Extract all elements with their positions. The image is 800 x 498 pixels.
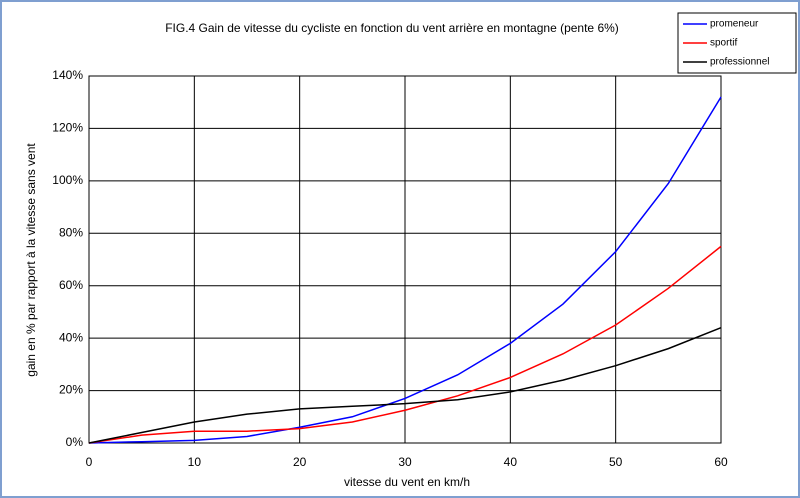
y-tick-label: 60% <box>59 278 83 292</box>
y-tick-label: 80% <box>59 225 83 239</box>
chart-title: FIG.4 Gain de vitesse du cycliste en fon… <box>165 21 619 35</box>
series-line <box>88 245 722 444</box>
y-tick-label: 120% <box>52 121 83 135</box>
legend-label: promeneur <box>710 19 759 30</box>
x-tick-label: 50 <box>609 455 623 469</box>
y-tick-label: 40% <box>59 330 83 344</box>
plot-border <box>88 75 722 444</box>
x-tick-label: 20 <box>293 455 307 469</box>
x-axis-label: vitesse du vent en km/h <box>344 475 470 489</box>
y-tick-label: 0% <box>66 435 84 449</box>
y-axis-label: gain en % par rapport à la vitesse sans … <box>24 143 38 377</box>
y-tick-label: 140% <box>52 68 83 82</box>
x-tick-label: 30 <box>398 455 412 469</box>
x-tick-label: 40 <box>504 455 518 469</box>
series-line <box>88 96 722 444</box>
x-tick-label: 60 <box>714 455 728 469</box>
x-tick-label: 0 <box>86 455 93 469</box>
x-tick-label: 10 <box>188 455 202 469</box>
y-tick-label: 100% <box>52 173 83 187</box>
legend-label: sportif <box>710 38 737 49</box>
series-line <box>88 326 722 444</box>
legend-label: professionnel <box>710 57 769 68</box>
y-tick-label: 20% <box>59 383 83 397</box>
